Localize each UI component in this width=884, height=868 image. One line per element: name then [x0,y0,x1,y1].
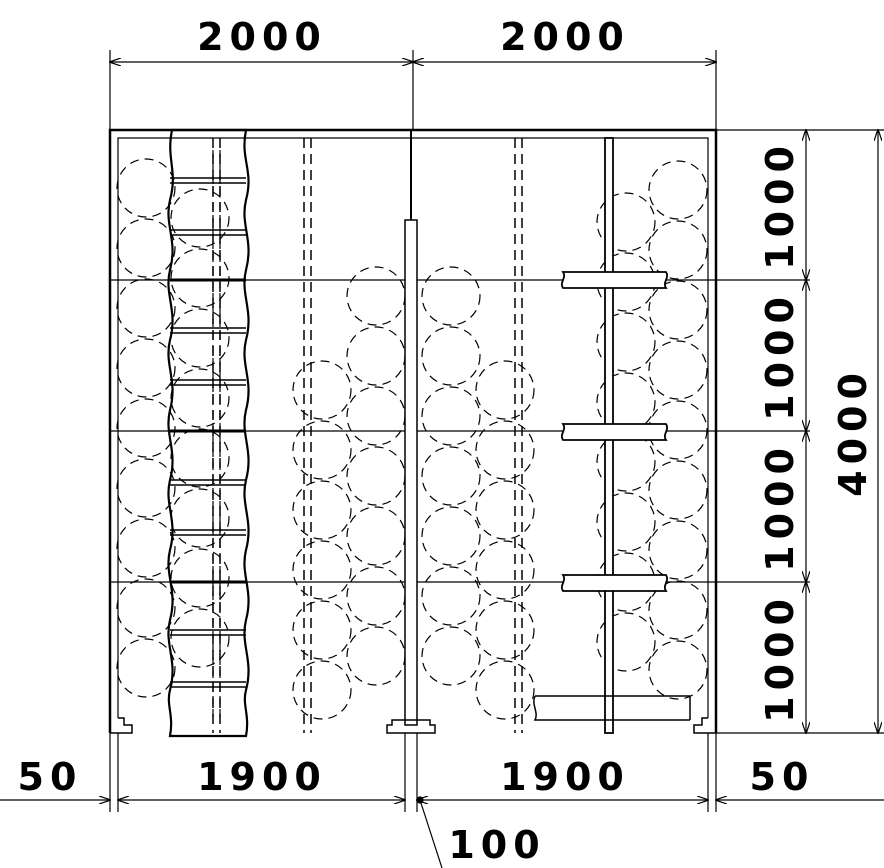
dim-top-left: 2000 [197,15,327,59]
right-beam [533,137,691,734]
dashed-circle [475,480,535,540]
dashed-circle [116,218,176,278]
dashed-circle [421,506,481,566]
dashed-circle [648,340,708,400]
dashed-circle [170,248,230,308]
ladder-rung [170,681,246,688]
dashed-circle [421,446,481,506]
dashed-circle [116,458,176,518]
dashed-circle [170,188,230,248]
ladder-rung [170,629,246,636]
dashed-circle [648,160,708,220]
dashed-circle [346,626,406,686]
ladder-rung [170,479,246,486]
dashed-circle [475,540,535,600]
dim-total-height: 4000 [831,367,875,497]
dashed-circle [648,460,708,520]
dashed-circle [116,398,176,458]
dashed-circle [346,446,406,506]
dashed-circle [421,626,481,686]
dashed-circle [170,608,230,668]
dim-bottom-left-edge: 50 [18,755,83,799]
ladder-rung [170,177,246,184]
dashed-circle [116,158,176,218]
dashed-circle [292,360,352,420]
dim-bottom-left-span: 1900 [197,755,327,799]
dim-row-2: 1000 [758,291,802,421]
dashed-circle [648,220,708,280]
dashed-circle [170,368,230,428]
dim-center-gap: 100 [448,823,545,867]
dashed-circle [116,638,176,698]
ladder-rung [170,529,246,536]
dashed-circle [292,420,352,480]
dimension-lines [0,50,884,868]
dim-row-4: 1000 [758,593,802,723]
dashed-circle [475,360,535,420]
dashed-circle [421,326,481,386]
dashed-circle [596,492,656,552]
dashed-circle [346,566,406,626]
dim-row-1: 1000 [758,140,802,270]
dashed-circle [648,280,708,340]
dim-bottom-right-edge: 50 [750,755,815,799]
left-ladder [167,128,250,738]
dashed-circle [648,580,708,640]
dashed-circle [475,660,535,720]
dashed-circle [346,386,406,446]
dashed-circle [346,266,406,326]
ladder-rung [170,229,246,236]
dashed-circle [596,612,656,672]
dashed-circle [116,518,176,578]
dashed-circle [475,600,535,660]
dashed-circle [596,192,656,252]
center-post [386,130,436,734]
ladder-rung [170,327,246,334]
dashed-circle [648,520,708,580]
dashed-rails [212,138,523,733]
dashed-circle [421,386,481,446]
dashed-circle [596,312,656,372]
dashed-circle [170,428,230,488]
dashed-circle [116,338,176,398]
dashed-circle [421,566,481,626]
ladder-rung [170,379,246,386]
dashed-circle [116,578,176,638]
dashed-circle [421,266,481,326]
dashed-circle [648,640,708,700]
dashed-circle [475,420,535,480]
dim-bottom-right-span: 1900 [500,755,630,799]
dashed-circle [292,600,352,660]
dashed-circle [346,506,406,566]
dashed-circle [292,480,352,540]
dimension-labels: 2000 2000 1000 1000 1000 1000 4000 50 19… [18,15,875,867]
dashed-circle [116,278,176,338]
dashed-circle [292,660,352,720]
dashed-circle [292,540,352,600]
dim-top-right: 2000 [500,15,630,59]
dim-row-3: 1000 [758,442,802,572]
dashed-circle [346,326,406,386]
